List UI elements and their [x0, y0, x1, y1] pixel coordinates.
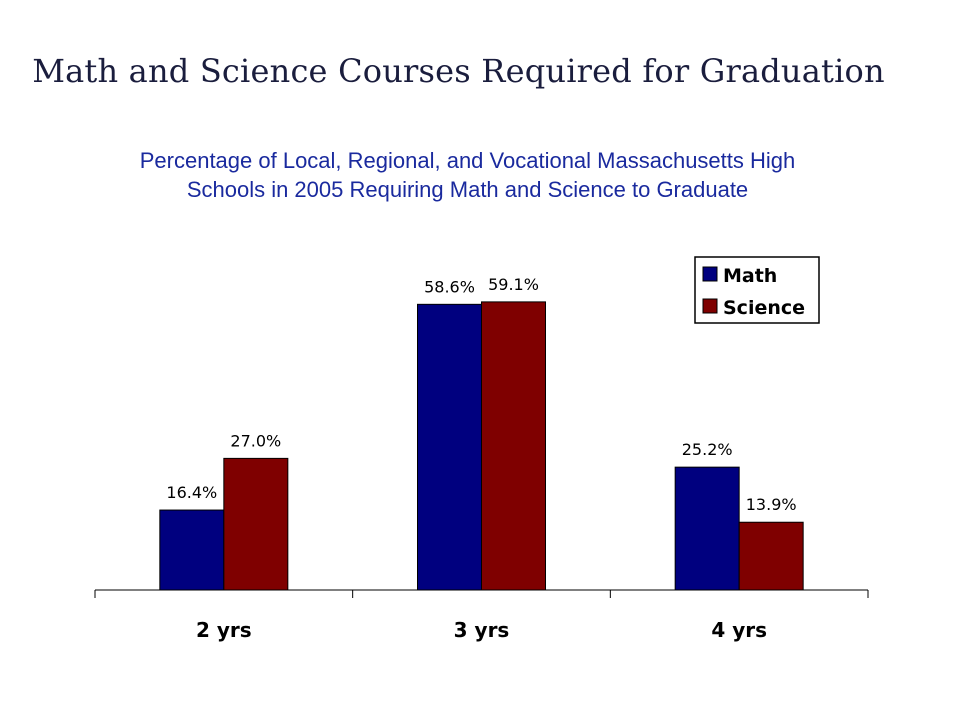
- legend-label-math: Math: [723, 265, 777, 287]
- data-label-science-2-yrs: 27.0%: [230, 431, 281, 450]
- bar-math-2-yrs: [159, 509, 225, 591]
- bar-science-3-yrs: [481, 301, 546, 591]
- legend-swatch-math: [702, 266, 718, 282]
- bar-science-2-yrs: [223, 457, 289, 591]
- data-label-math-4-yrs: 25.2%: [682, 440, 733, 459]
- subtitle-line-1: Percentage of Local, Regional, and Vocat…: [139, 148, 796, 173]
- bars-layer: 16.4% 27.0% 58.6% 59.1% 25.2% 13.9%: [159, 275, 804, 591]
- legend-swatch-science: [702, 298, 718, 314]
- chart-subtitle: Percentage of Local, Regional, and Vocat…: [0, 146, 935, 204]
- page-title: Math and Science Courses Required for Gr…: [32, 52, 885, 90]
- bar-science-4-yrs: [738, 521, 804, 591]
- x-tick-label-2-yrs: 2 yrs: [196, 618, 252, 642]
- subtitle-line-2: Schools in 2005 Requiring Math and Scien…: [186, 177, 749, 202]
- legend-label-science: Science: [723, 297, 805, 319]
- x-axis: 2 yrs 3 yrs 4 yrs: [94, 589, 869, 642]
- x-tick-label-3-yrs: 3 yrs: [454, 618, 510, 642]
- legend: Math Science: [694, 256, 820, 324]
- bar-math-4-yrs: [674, 466, 740, 591]
- x-tick-label-4-yrs: 4 yrs: [711, 618, 767, 642]
- data-label-science-4-yrs: 13.9%: [746, 495, 797, 514]
- bar-math-3-yrs: [417, 303, 482, 591]
- data-label-math-3-yrs: 58.6%: [424, 277, 475, 296]
- data-label-math-2-yrs: 16.4%: [166, 483, 217, 502]
- data-label-science-3-yrs: 59.1%: [488, 275, 539, 294]
